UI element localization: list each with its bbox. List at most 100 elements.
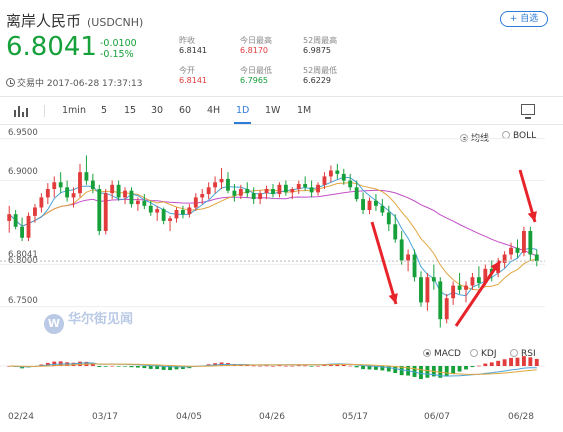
candle-body: [161, 209, 166, 221]
macd-bar: [103, 366, 108, 367]
candle-body: [399, 239, 404, 261]
candle-body: [116, 184, 121, 198]
macd-bar: [97, 366, 102, 367]
candle-body: [123, 190, 127, 198]
candle-body: [283, 184, 288, 193]
macd-bar: [451, 366, 456, 374]
annotation-arrow-down-head: [388, 293, 398, 304]
fullscreen-icon[interactable]: [521, 104, 535, 119]
candle-body: [425, 277, 430, 303]
candle-body: [438, 281, 443, 320]
macd-bar: [412, 366, 417, 377]
status-text: 交易中 2017-06-28 17:37:13: [17, 79, 143, 89]
indicator-kdj[interactable]: KDJ: [470, 349, 497, 359]
candle-body: [187, 207, 192, 215]
candle-body: [374, 200, 378, 206]
candle-body: [258, 193, 263, 200]
watermark: W 华尔街见闻: [44, 308, 133, 334]
macd-bar: [264, 365, 269, 367]
candle-body: [457, 285, 462, 290]
macd-bar: [168, 366, 172, 371]
candle-body: [90, 180, 95, 189]
macd-bar: [116, 366, 121, 367]
candle-body: [238, 189, 243, 196]
macd-bar: [502, 359, 507, 366]
candlestick-chart[interactable]: [0, 126, 545, 336]
stat-52w-high: 52周最高 6.9875: [303, 36, 338, 55]
y-tick-label: 6.9000: [8, 167, 38, 177]
macd-bar: [419, 366, 423, 380]
tab-1w[interactable]: 1W: [265, 105, 281, 116]
macd-chart[interactable]: [0, 340, 545, 400]
macd-bar: [534, 358, 539, 366]
tab-60[interactable]: 60: [179, 105, 192, 116]
tab-1min[interactable]: 1min: [62, 105, 86, 116]
stat-52w-low: 52周最低 6.6229: [303, 66, 338, 85]
macd-bar: [328, 364, 333, 366]
candle-body: [180, 210, 185, 215]
candle-body: [65, 187, 70, 198]
ma-long-line: [8, 189, 537, 257]
macd-dea-line: [9, 363, 537, 375]
candle-body: [309, 187, 314, 193]
macd-bar: [521, 356, 526, 366]
x-tick-label: 02/24: [8, 412, 34, 422]
candle-body: [328, 170, 333, 177]
divider: [0, 124, 563, 125]
candle-body: [110, 184, 115, 194]
macd-bar: [457, 366, 462, 372]
macd-bar: [354, 366, 359, 368]
candle-body: [348, 180, 353, 188]
macd-bar: [464, 366, 468, 370]
candle-body: [502, 254, 507, 263]
instrument-name: 离岸人民币: [6, 12, 82, 30]
macd-bar: [361, 366, 366, 370]
indicator-rsi[interactable]: RSI: [510, 349, 536, 359]
macd-bar: [148, 366, 153, 369]
macd-bar: [393, 366, 398, 373]
indicator-macd[interactable]: MACD: [423, 349, 461, 359]
macd-bar: [290, 365, 295, 367]
macd-bar: [348, 365, 353, 367]
candle-body: [380, 205, 385, 213]
macd-bar: [380, 366, 385, 371]
macd-bar: [258, 365, 263, 367]
candle-body: [335, 170, 340, 174]
macd-bar: [135, 366, 140, 368]
candle-body: [97, 189, 102, 231]
candle-body: [13, 214, 18, 227]
candle-body: [431, 277, 436, 282]
candle-body: [367, 200, 372, 210]
candle-body: [528, 231, 533, 255]
candle-body: [476, 277, 481, 284]
candle-body: [142, 200, 147, 206]
macd-bar: [78, 361, 82, 366]
tab-5[interactable]: 5: [101, 105, 108, 116]
add-watchlist-button[interactable]: + 自选: [500, 11, 548, 27]
macd-bar: [110, 365, 115, 367]
tab-1d[interactable]: 1D: [233, 105, 252, 124]
candle-body: [251, 193, 256, 200]
candle-body: [219, 178, 224, 183]
tab-4h[interactable]: 4H: [207, 105, 221, 116]
macd-bar: [509, 357, 513, 366]
trading-status: 交易中 2017-06-28 17:37:13: [6, 76, 142, 89]
change-value: -0.0100: [100, 38, 137, 49]
macd-bar: [174, 366, 179, 370]
tab-15[interactable]: 15: [124, 105, 137, 116]
y-tick-label: 6.9500: [8, 128, 38, 138]
candle-body: [354, 187, 359, 200]
stat-today-low: 今日最低 6.7965: [240, 66, 272, 85]
tab-1m[interactable]: 1M: [297, 105, 312, 116]
annotation-arrow-up: [454, 260, 502, 327]
macd-bar: [341, 364, 346, 366]
candle-body: [341, 173, 346, 181]
clock-icon: [6, 78, 15, 87]
x-tick-label: 04/05: [176, 412, 202, 422]
candle-body: [39, 197, 44, 208]
candlestick-type-icon[interactable]: [14, 106, 28, 117]
x-tick-label: 06/28: [508, 412, 534, 422]
tab-30[interactable]: 30: [151, 105, 164, 116]
candle-body: [277, 184, 282, 195]
candle-body: [232, 190, 237, 196]
